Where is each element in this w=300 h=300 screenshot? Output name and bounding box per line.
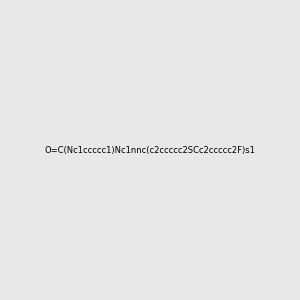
Text: O=C(Nc1ccccc1)Nc1nnc(c2ccccc2SCc2ccccc2F)s1: O=C(Nc1ccccc1)Nc1nnc(c2ccccc2SCc2ccccc2F…: [45, 146, 255, 154]
